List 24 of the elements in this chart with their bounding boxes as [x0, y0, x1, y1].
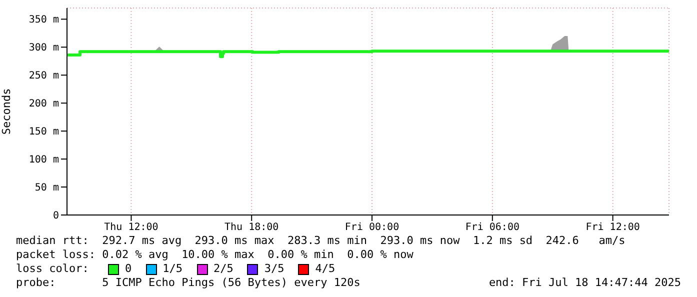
x-tick-label: Thu 12:00	[104, 222, 158, 234]
legend-label: 2/5	[212, 262, 234, 276]
text: probe: 5 ICMP Echo Pings (56 Bytes) every 120s	[16, 276, 360, 290]
y-tick-label: 300 m	[28, 42, 59, 54]
x-tick-label: Thu 18:00	[224, 222, 279, 234]
legend-label: 0	[124, 262, 132, 276]
y-tick-label: 350 m	[28, 14, 59, 26]
x-tick-label: Fri 00:00	[344, 222, 400, 234]
y-tick-label: 100 m	[28, 154, 59, 166]
y-tick-label: 50 m	[34, 182, 59, 194]
legend-label: 3/5	[263, 262, 284, 276]
legend-label: 4/5	[314, 262, 336, 276]
y-tick-label: 250 m	[28, 70, 59, 82]
legend-label: 1/5	[162, 262, 182, 276]
x-tick-label: Fri 12:00	[586, 222, 640, 234]
y-axis-title: Seconds	[0, 88, 13, 135]
text: end: Fri Jul 18 14:47:44 2025	[488, 276, 681, 290]
x-tick-label: Fri 06:00	[465, 222, 520, 234]
text: packet loss: 0.02 % avg 10.00 % max 0.00 % min 0.00 % now	[16, 248, 414, 262]
y-tick-label: 150 m	[28, 126, 59, 138]
legend-title: loss color:	[16, 262, 90, 276]
y-tick-label: 200 m	[28, 98, 59, 110]
text: median rtt: 292.7 ms avg 293.0 ms max 283.3 ms min 293.0 ms now 1.2 ms sd 242.6 am/s	[16, 234, 626, 248]
y-tick-label: 0	[52, 210, 59, 222]
